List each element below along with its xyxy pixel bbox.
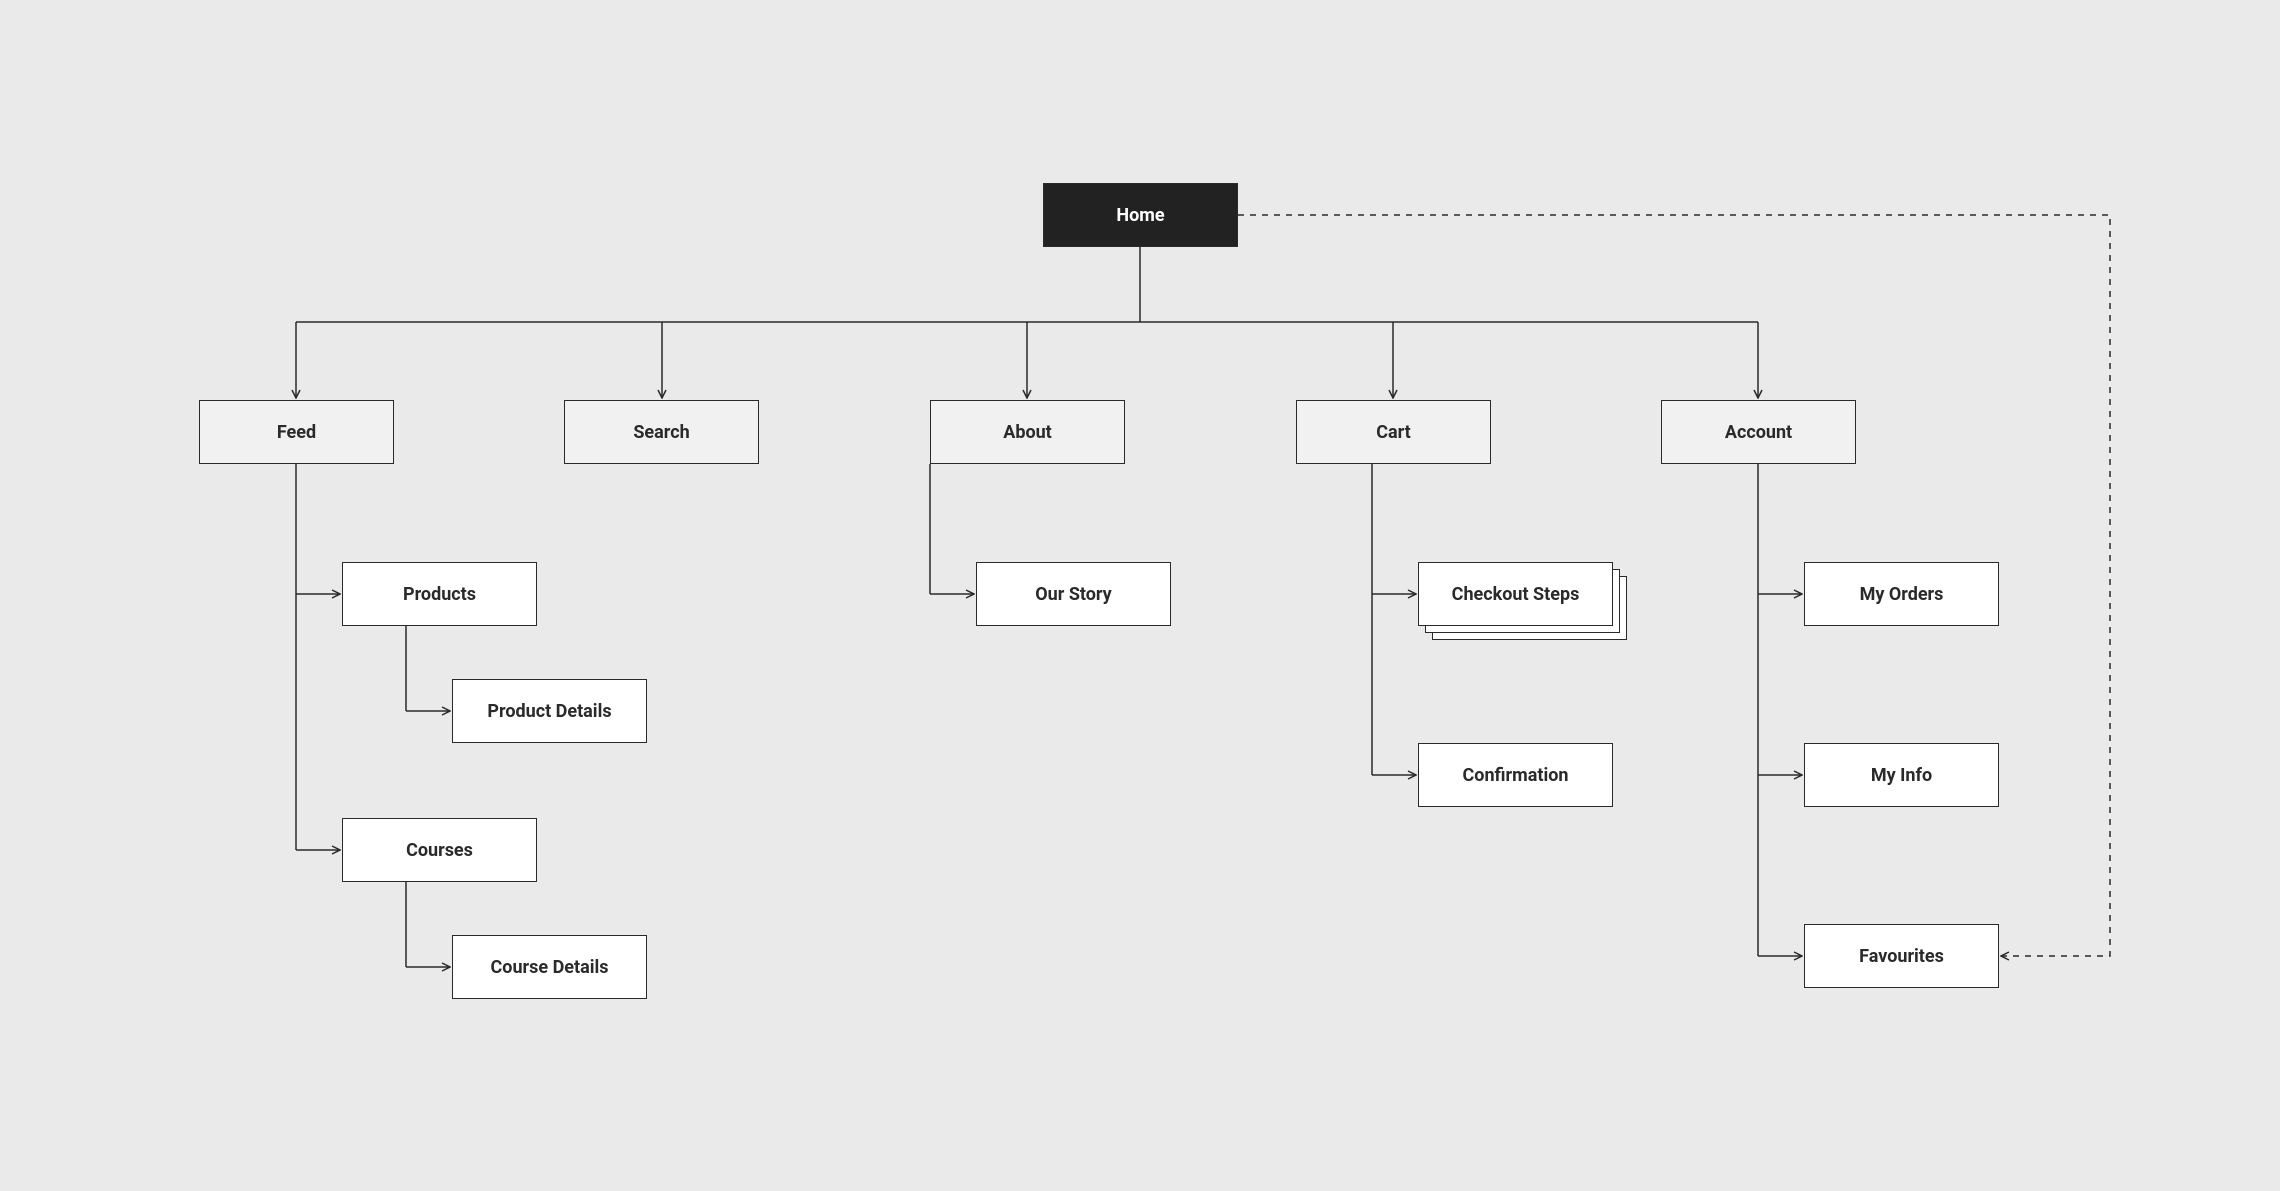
node-my_orders: My Orders	[1804, 562, 1999, 626]
node-courses: Courses	[342, 818, 537, 882]
node-label: My Info	[1871, 765, 1932, 786]
node-label: Cart	[1376, 422, 1411, 443]
node-checkout: Checkout Steps	[1418, 562, 1613, 626]
node-label: About	[1003, 422, 1052, 443]
node-confirmation: Confirmation	[1418, 743, 1613, 807]
node-label: Account	[1725, 422, 1792, 443]
node-label: Course Details	[491, 957, 609, 978]
node-feed: Feed	[199, 400, 394, 464]
node-account: Account	[1661, 400, 1856, 464]
node-cart: Cart	[1296, 400, 1491, 464]
node-label: Search	[633, 422, 689, 443]
sitemap-diagram: Home Feed Search About Cart Account Products Pr…	[0, 0, 2280, 1191]
node-label: Product Details	[487, 701, 611, 722]
node-label: Products	[403, 584, 476, 605]
node-my_info: My Info	[1804, 743, 1999, 807]
node-label: Checkout Steps	[1452, 584, 1580, 605]
node-label: Home	[1116, 205, 1164, 226]
node-label: Feed	[277, 422, 316, 443]
node-label: Courses	[406, 840, 473, 861]
node-about: About	[930, 400, 1125, 464]
node-products: Products	[342, 562, 537, 626]
node-our_story: Our Story	[976, 562, 1171, 626]
node-favourites: Favourites	[1804, 924, 1999, 988]
node-label: Our Story	[1035, 584, 1111, 605]
node-product_details: Product Details	[452, 679, 647, 743]
node-search: Search	[564, 400, 759, 464]
node-course_details: Course Details	[452, 935, 647, 999]
node-label: Favourites	[1859, 946, 1944, 967]
node-label: My Orders	[1860, 584, 1944, 605]
node-home: Home	[1043, 183, 1238, 247]
node-label: Confirmation	[1463, 765, 1569, 786]
